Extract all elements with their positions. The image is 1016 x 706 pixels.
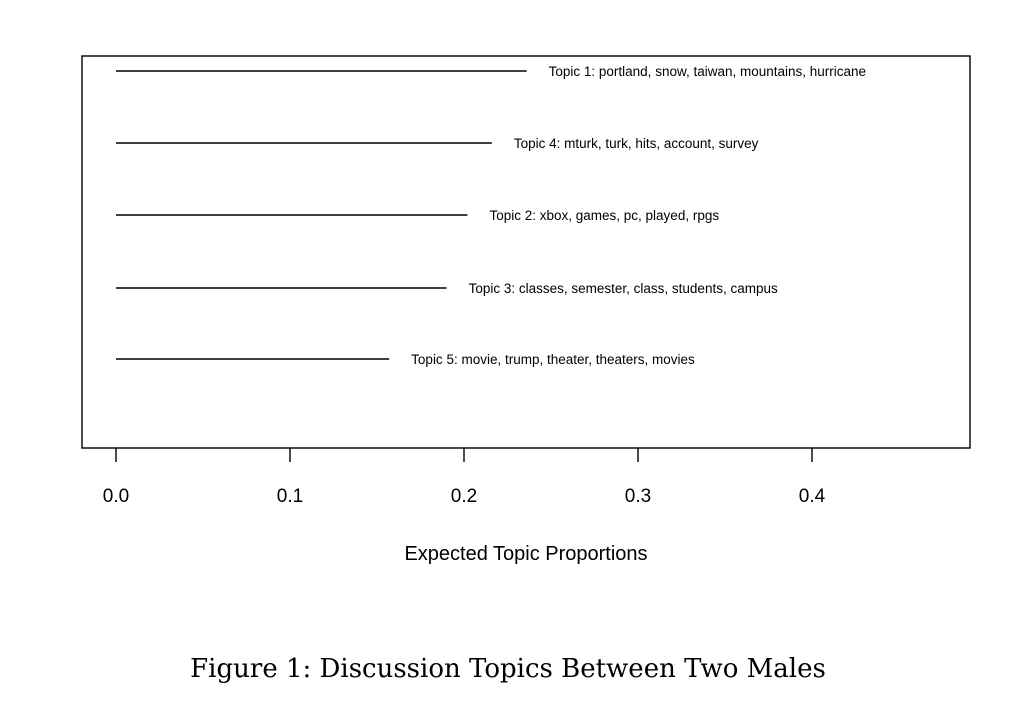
chart: Topic 1: portland, snow, taiwan, mountai… xyxy=(81,55,971,565)
series-layer: Topic 1: portland, snow, taiwan, mountai… xyxy=(116,64,866,367)
topic-label-5: Topic 5: movie, trump, theater, theaters… xyxy=(411,352,695,367)
plot-frame xyxy=(81,55,971,449)
x-tick-label-0: 0.0 xyxy=(103,486,129,507)
topic-label-4: Topic 3: classes, semester, class, stude… xyxy=(469,281,778,296)
topic-label-2: Topic 4: mturk, turk, hits, account, sur… xyxy=(514,136,759,151)
x-axis: 0.0 0.1 0.2 0.3 0.4 xyxy=(103,448,826,507)
x-tick-label-3: 0.3 xyxy=(625,486,651,507)
topic-label-1: Topic 1: portland, snow, taiwan, mountai… xyxy=(549,64,866,79)
x-axis-title: Expected Topic Proportions xyxy=(404,543,647,565)
figure-caption: Figure 1: Discussion Topics Between Two … xyxy=(190,654,826,684)
x-tick-label-2: 0.2 xyxy=(451,486,477,507)
topic-label-3: Topic 2: xbox, games, pc, played, rpgs xyxy=(489,208,719,223)
x-tick-label-1: 0.1 xyxy=(277,486,303,507)
x-tick-label-4: 0.4 xyxy=(799,486,826,507)
